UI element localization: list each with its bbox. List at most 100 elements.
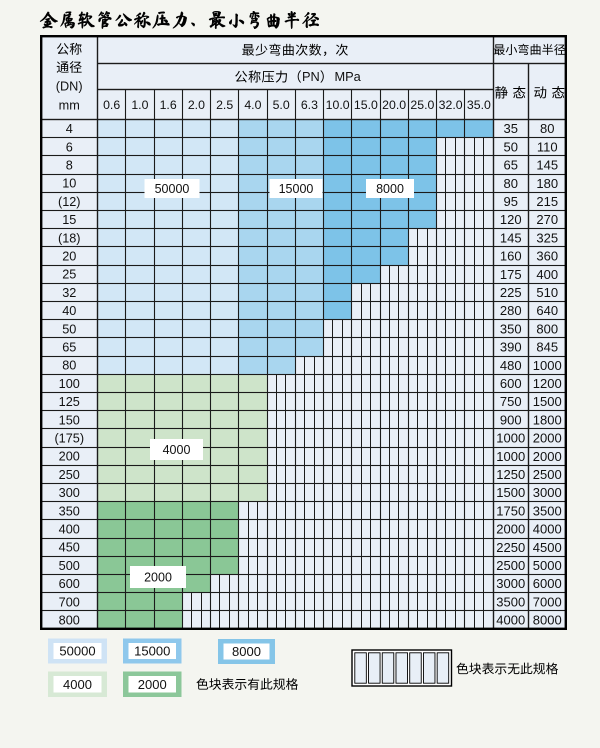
svg-text:145: 145 (500, 230, 522, 245)
svg-text:200: 200 (59, 450, 80, 464)
svg-text:900: 900 (500, 412, 522, 427)
svg-text:8: 8 (66, 158, 73, 172)
svg-text:1000: 1000 (496, 431, 525, 446)
svg-text:600: 600 (59, 577, 80, 591)
svg-text:4000: 4000 (496, 613, 525, 628)
svg-text:100: 100 (59, 377, 80, 391)
svg-text:2000: 2000 (533, 431, 562, 446)
svg-text:180: 180 (536, 176, 558, 191)
svg-text:325: 325 (536, 230, 558, 245)
svg-text:750: 750 (500, 394, 522, 409)
svg-text:2000: 2000 (533, 449, 562, 464)
svg-text:1500: 1500 (533, 394, 562, 409)
svg-text:3500: 3500 (533, 503, 562, 518)
svg-text:32.0: 32.0 (439, 98, 463, 112)
svg-text:1000: 1000 (496, 449, 525, 464)
svg-text:3500: 3500 (496, 594, 525, 609)
svg-text:2000: 2000 (138, 677, 167, 692)
svg-text:510: 510 (536, 285, 558, 300)
svg-text:15000: 15000 (134, 644, 170, 659)
svg-text:35: 35 (504, 121, 518, 136)
svg-text:800: 800 (59, 613, 80, 627)
svg-text:7000: 7000 (533, 594, 562, 609)
svg-text:5000: 5000 (533, 558, 562, 573)
svg-text:350: 350 (59, 504, 80, 518)
svg-text:145: 145 (536, 158, 558, 173)
svg-text:2.0: 2.0 (188, 98, 205, 112)
svg-text:480: 480 (500, 358, 522, 373)
svg-text:125: 125 (59, 395, 80, 409)
svg-text:110: 110 (537, 139, 558, 154)
svg-text:300: 300 (59, 486, 80, 500)
svg-text:65: 65 (62, 340, 76, 354)
svg-text:80: 80 (504, 176, 518, 191)
svg-text:0.6: 0.6 (103, 98, 120, 112)
svg-text:1.0: 1.0 (131, 98, 148, 112)
svg-text:(175): (175) (54, 431, 84, 445)
svg-text:15000: 15000 (279, 182, 314, 196)
svg-text:35.0: 35.0 (467, 98, 491, 112)
svg-text:MPa: MPa (334, 69, 361, 84)
svg-text:1000: 1000 (533, 358, 562, 373)
svg-text:2000: 2000 (496, 522, 525, 537)
svg-text:50000: 50000 (155, 182, 190, 196)
svg-text:25: 25 (62, 268, 76, 282)
svg-text:(12): (12) (58, 195, 81, 209)
svg-text:800: 800 (536, 321, 558, 336)
svg-text:32: 32 (62, 286, 76, 300)
svg-text:2500: 2500 (496, 558, 525, 573)
svg-text:10: 10 (62, 177, 76, 191)
svg-text:20.0: 20.0 (382, 98, 406, 112)
svg-text:5.0: 5.0 (273, 98, 290, 112)
svg-text:500: 500 (59, 559, 80, 573)
svg-text:225: 225 (500, 285, 522, 300)
svg-text:175: 175 (500, 267, 522, 282)
svg-text:50: 50 (62, 322, 76, 336)
svg-text:845: 845 (536, 340, 558, 355)
svg-text:1200: 1200 (533, 376, 562, 391)
svg-text:8000: 8000 (232, 644, 261, 659)
svg-text:8000: 8000 (533, 613, 562, 628)
svg-text:640: 640 (536, 303, 558, 318)
svg-text:10.0: 10.0 (326, 98, 350, 112)
svg-text:2.5: 2.5 (216, 98, 233, 112)
svg-text:120: 120 (500, 212, 522, 227)
svg-text:65: 65 (504, 158, 518, 173)
svg-text:700: 700 (59, 595, 80, 609)
svg-text:215: 215 (536, 194, 558, 209)
svg-text:600: 600 (500, 376, 522, 391)
svg-text:4.0: 4.0 (244, 98, 261, 112)
svg-text:160: 160 (500, 249, 522, 264)
svg-text:6: 6 (66, 140, 73, 154)
svg-text:1250: 1250 (496, 467, 525, 482)
svg-text:4000: 4000 (163, 443, 191, 457)
svg-text:50: 50 (504, 139, 518, 154)
svg-text:400: 400 (536, 267, 558, 282)
svg-text:80: 80 (62, 359, 76, 373)
svg-text:1500: 1500 (496, 485, 525, 500)
svg-text:6000: 6000 (533, 576, 562, 591)
svg-text:390: 390 (500, 340, 522, 355)
svg-text:4: 4 (66, 122, 73, 136)
svg-text:2500: 2500 (533, 467, 562, 482)
svg-text:(18): (18) (58, 231, 81, 245)
svg-text:15.0: 15.0 (354, 98, 378, 112)
svg-text:280: 280 (500, 303, 522, 318)
svg-text:PN: PN (302, 69, 320, 84)
svg-text:2000: 2000 (144, 570, 172, 584)
svg-text:3000: 3000 (496, 576, 525, 591)
svg-text:40: 40 (62, 304, 76, 318)
svg-text:4000: 4000 (533, 522, 562, 537)
svg-text:250: 250 (59, 468, 80, 482)
svg-text:50000: 50000 (59, 644, 95, 659)
svg-text:80: 80 (540, 121, 554, 136)
svg-text:2250: 2250 (496, 540, 525, 555)
svg-text:270: 270 (536, 212, 558, 227)
svg-text:3000: 3000 (533, 485, 562, 500)
svg-text:1.6: 1.6 (160, 98, 177, 112)
svg-text:20: 20 (62, 249, 76, 263)
svg-text:1750: 1750 (496, 503, 525, 518)
svg-text:1800: 1800 (533, 412, 562, 427)
svg-text:8000: 8000 (376, 182, 404, 196)
svg-text:mm: mm (59, 99, 80, 113)
